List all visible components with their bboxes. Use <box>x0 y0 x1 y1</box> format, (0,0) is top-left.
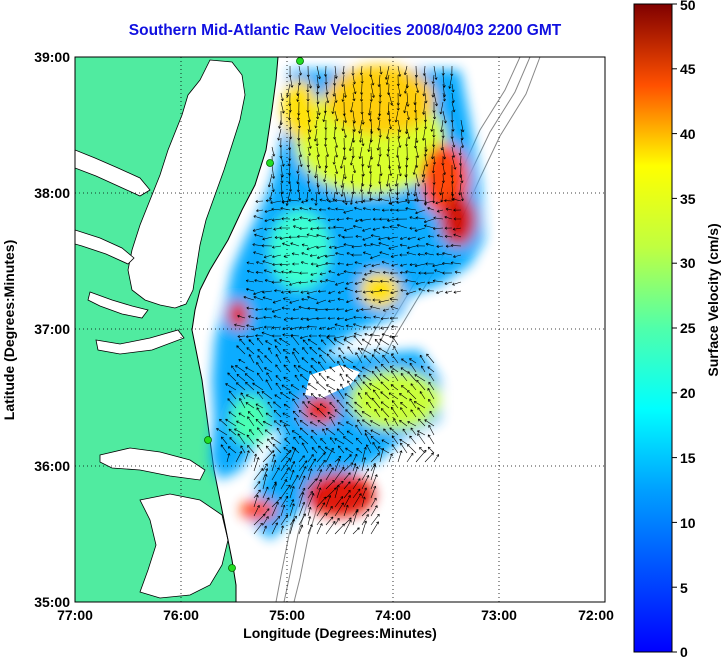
radar-stations <box>204 57 304 572</box>
y-axis-label: Latitude (Degrees:Minutes) <box>1 240 17 420</box>
coverage-gap <box>305 365 360 398</box>
x-tick-label: 72:00 <box>578 607 614 623</box>
coastline <box>191 57 279 602</box>
chesapeake-bay <box>127 59 246 309</box>
colorbar-tick-labels: 50 45 40 35 30 25 20 15 10 5 0 <box>680 0 696 659</box>
y-tick-labels: 39:00 38:00 37:00 36:00 35:00 <box>34 49 70 610</box>
york-james-rivers <box>87 291 185 355</box>
plot-frame <box>74 56 606 603</box>
colorbar-tick-label: 30 <box>680 255 696 271</box>
grid-lines <box>75 57 605 602</box>
chart-title: Southern Mid-Atlantic Raw Velocities 200… <box>128 22 562 39</box>
vector-arrows <box>216 65 465 535</box>
x-tick-label: 75:00 <box>269 607 305 623</box>
colorbar <box>633 3 673 653</box>
x-tick-label: 77:00 <box>57 607 93 623</box>
colorbar-tick-label: 5 <box>680 580 688 596</box>
colorbar-tick-label: 15 <box>680 450 696 466</box>
station-marker <box>296 57 304 65</box>
colorbar-tick-label: 45 <box>680 61 696 77</box>
colorbar-ticks <box>672 3 677 653</box>
rappahannock-river <box>75 229 135 265</box>
colorbar-tick-label: 25 <box>680 320 696 336</box>
x-tick-label: 73:00 <box>481 607 517 623</box>
y-tick-label: 38:00 <box>34 185 70 201</box>
y-tick-label: 39:00 <box>34 49 70 65</box>
colorbar-tick-label: 10 <box>680 515 696 531</box>
velocity-vectors <box>216 65 465 535</box>
y-tick-label: 35:00 <box>34 594 70 610</box>
x-axis-label: Longitude (Degrees:Minutes) <box>243 625 437 641</box>
colorbar-tick-label: 0 <box>680 644 688 659</box>
x-tick-labels: 77:00 76:00 75:00 74:00 73:00 72:00 <box>57 607 614 623</box>
colorbar-tick-label: 50 <box>680 0 696 13</box>
colorbar-label: Surface Velocity (cm/s) <box>705 223 721 376</box>
x-tick-label: 74:00 <box>375 607 411 623</box>
map-area <box>75 57 605 602</box>
colorbar-tick-label: 40 <box>680 126 696 142</box>
station-marker <box>204 436 212 444</box>
y-tick-label: 37:00 <box>34 321 70 337</box>
colorbar-tick-label: 20 <box>680 385 696 401</box>
station-marker <box>266 159 274 167</box>
colorbar-tick-label: 35 <box>680 191 696 207</box>
x-tick-label: 76:00 <box>163 607 199 623</box>
station-marker <box>228 564 236 572</box>
potomac-river <box>75 149 151 197</box>
pamlico-sound <box>139 493 229 599</box>
y-tick-label: 36:00 <box>34 458 70 474</box>
